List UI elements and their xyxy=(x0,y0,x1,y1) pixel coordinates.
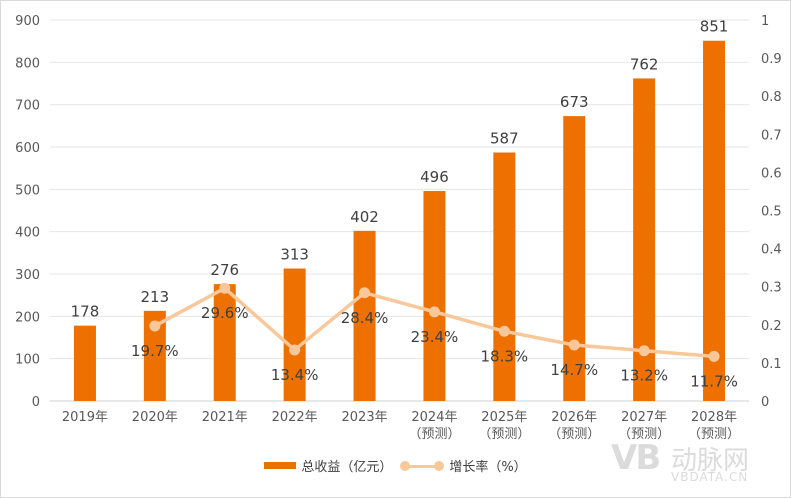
legend-line-swatch xyxy=(400,460,445,471)
right-axis-tick: 0.9 xyxy=(761,52,782,67)
left-axis-tick: 400 xyxy=(15,226,40,241)
x-axis-tick: （预测） xyxy=(408,427,460,442)
x-axis-tick: 2026年 xyxy=(551,410,597,425)
bar-data-label: 496 xyxy=(420,168,449,186)
legend-item-revenue[interactable]: 总收益（亿元） xyxy=(264,456,392,475)
left-axis-tick: 300 xyxy=(15,268,40,283)
bar-data-label: 313 xyxy=(280,245,309,263)
right-axis-tick: 0.5 xyxy=(761,205,782,220)
bar xyxy=(563,116,586,401)
growth-point xyxy=(359,287,371,299)
legend-label-growth: 增长率（%） xyxy=(449,460,527,475)
x-axis-tick: 2019年 xyxy=(62,410,108,425)
right-axis-tick: 1 xyxy=(761,14,769,29)
bar-data-label: 762 xyxy=(630,55,659,73)
bar-data-label: 673 xyxy=(560,93,589,111)
bar xyxy=(633,78,656,402)
growth-point xyxy=(568,339,580,351)
line-data-label: 29.6% xyxy=(201,304,249,322)
right-axis-tick: 0 xyxy=(761,395,769,410)
x-axis-tick: 2024年 xyxy=(411,410,457,425)
x-axis-tick: 2020年 xyxy=(132,410,178,425)
bar-data-label: 276 xyxy=(210,261,239,279)
bar-data-label: 587 xyxy=(490,130,519,148)
line-data-label: 28.4% xyxy=(341,309,389,327)
right-axis-tick: 0.6 xyxy=(761,166,782,181)
watermark-logo: VB 动脉网 VBDATA.CN xyxy=(611,438,750,484)
x-axis-tick: （预测） xyxy=(688,427,740,442)
right-axis-tick: 0.8 xyxy=(761,90,782,105)
right-axis-tick: 0.7 xyxy=(761,128,782,143)
right-axis-tick: 0.3 xyxy=(761,281,782,296)
left-axis-tick: 100 xyxy=(15,353,40,368)
x-axis-tick: （预测） xyxy=(548,427,600,442)
growth-point xyxy=(219,282,231,294)
line-data-label: 19.7% xyxy=(131,342,179,360)
legend-label-revenue: 总收益（亿元） xyxy=(301,460,393,475)
left-axis-tick: 900 xyxy=(15,14,40,29)
x-axis-tick: 2023年 xyxy=(342,410,388,425)
bar-data-label: 851 xyxy=(700,18,729,36)
bar xyxy=(493,152,516,401)
bar-data-label: 178 xyxy=(71,303,100,321)
legend: 总收益（亿元） 增长率（%） xyxy=(1,456,790,475)
x-axis-tick: 2021年 xyxy=(202,410,248,425)
right-axis-tick: 0.1 xyxy=(761,357,782,372)
bar xyxy=(73,325,96,401)
growth-point xyxy=(149,320,161,332)
left-axis-tick: 200 xyxy=(15,310,40,325)
x-axis-tick: 2028年 xyxy=(691,410,737,425)
x-axis-tick: （预测） xyxy=(478,427,530,442)
growth-point xyxy=(638,345,650,357)
left-axis-tick: 700 xyxy=(15,99,40,114)
bar-data-label: 402 xyxy=(350,208,379,226)
growth-point xyxy=(708,350,720,362)
legend-bar-swatch xyxy=(264,462,297,469)
bar xyxy=(283,268,306,401)
bar-data-label: 213 xyxy=(141,288,170,306)
line-data-label: 11.7% xyxy=(690,372,738,390)
growth-point xyxy=(428,306,440,318)
left-axis-tick: 0 xyxy=(32,395,40,410)
left-axis-tick: 500 xyxy=(15,183,40,198)
growth-point xyxy=(498,325,510,337)
left-axis-tick: 600 xyxy=(15,141,40,156)
legend-item-growth[interactable]: 增长率（%） xyxy=(400,456,527,475)
bar xyxy=(703,40,726,401)
bar xyxy=(423,191,446,401)
line-data-label: 18.3% xyxy=(481,347,529,365)
right-axis-tick: 0.2 xyxy=(761,319,782,334)
line-data-label: 14.7% xyxy=(550,361,598,379)
x-axis-tick: 2027年 xyxy=(621,410,667,425)
bar xyxy=(143,310,166,401)
x-axis-tick: 2025年 xyxy=(481,410,527,425)
x-axis-tick: （预测） xyxy=(618,427,670,442)
right-axis-tick: 0.4 xyxy=(761,243,782,258)
growth-point xyxy=(289,344,301,356)
line-data-label: 13.4% xyxy=(271,366,319,384)
line-data-label: 23.4% xyxy=(411,328,459,346)
line-data-label: 13.2% xyxy=(620,367,668,385)
x-axis-tick: 2022年 xyxy=(272,410,318,425)
bar xyxy=(213,284,236,401)
left-axis-tick: 800 xyxy=(15,56,40,71)
bar xyxy=(353,230,376,401)
